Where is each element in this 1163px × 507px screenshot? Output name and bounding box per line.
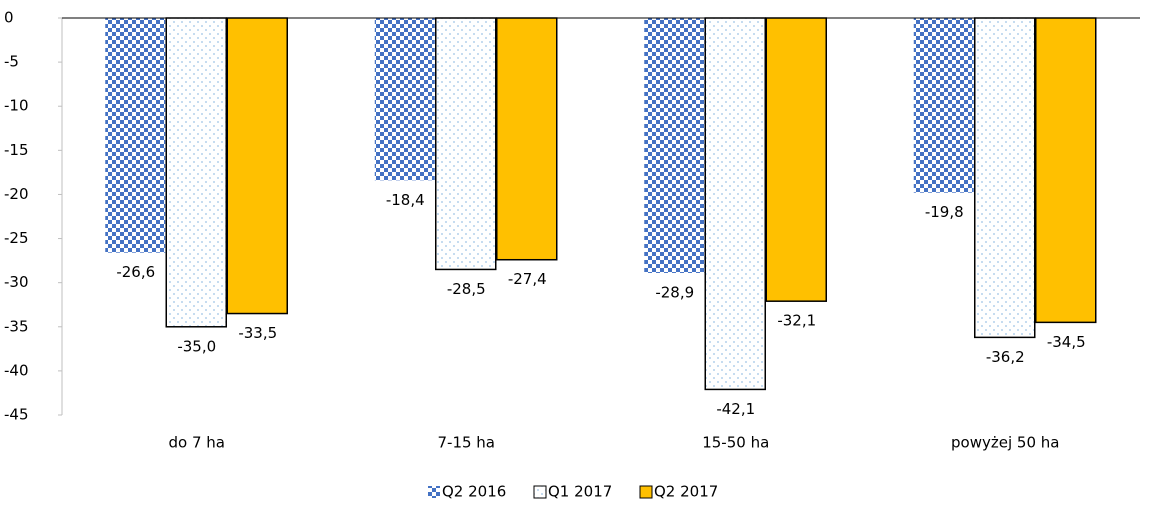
value-label: -35,0 [177,337,216,355]
value-label: -18,4 [386,191,425,209]
y-tick-label: -5 [4,53,19,71]
value-label: -27,4 [508,270,547,288]
bar [435,17,497,271]
bar [913,18,974,193]
bar [765,17,827,302]
value-label: -42,1 [716,400,755,418]
value-label: -32,1 [777,312,816,330]
bar [226,17,288,315]
bar [1035,17,1097,324]
legend-swatch [428,486,440,498]
y-tick-label: -15 [4,141,29,159]
value-label: -36,2 [986,348,1025,366]
y-tick-label: -45 [4,406,29,424]
legend-label: Q2 2017 [654,483,718,501]
legend-label: Q1 2017 [548,483,612,501]
legend-label: Q2 2016 [442,483,506,501]
x-tick-label: powyżej 50 ha [951,434,1059,452]
bar [644,18,705,273]
bar [974,17,1036,339]
x-tick-label: 15-50 ha [702,434,769,452]
value-label: -19,8 [925,203,964,221]
x-tick-label: 7-15 ha [437,434,495,452]
value-label: -28,9 [655,283,694,301]
value-label: -34,5 [1047,333,1086,351]
value-label: -28,5 [447,280,486,298]
bar [496,17,558,261]
bar [105,18,166,253]
y-tick-label: -40 [4,361,29,379]
y-tick-label: -35 [4,317,29,335]
value-label: -33,5 [238,324,277,342]
y-tick-label: -20 [4,185,29,203]
y-tick-label: -25 [4,229,29,247]
legend-swatch [639,485,653,499]
y-tick-label: -10 [4,97,29,115]
bar [165,17,227,328]
y-tick-label: -30 [4,273,29,291]
legend-swatch [533,485,547,499]
bar [374,18,435,181]
y-tick-label: 0 [4,9,14,27]
x-tick-label: do 7 ha [169,434,225,452]
bar [704,17,766,391]
value-label: -26,6 [116,263,155,281]
